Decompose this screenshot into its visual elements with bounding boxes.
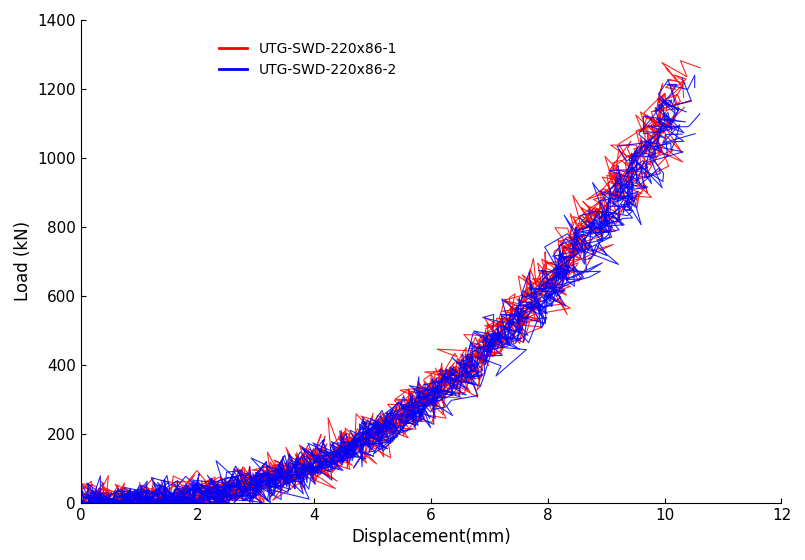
Legend: UTG-SWD-220x86-1, UTG-SWD-220x86-2: UTG-SWD-220x86-1, UTG-SWD-220x86-2 bbox=[214, 36, 402, 82]
Y-axis label: Load (kN): Load (kN) bbox=[14, 221, 32, 301]
X-axis label: Displacement(mm): Displacement(mm) bbox=[351, 528, 511, 546]
